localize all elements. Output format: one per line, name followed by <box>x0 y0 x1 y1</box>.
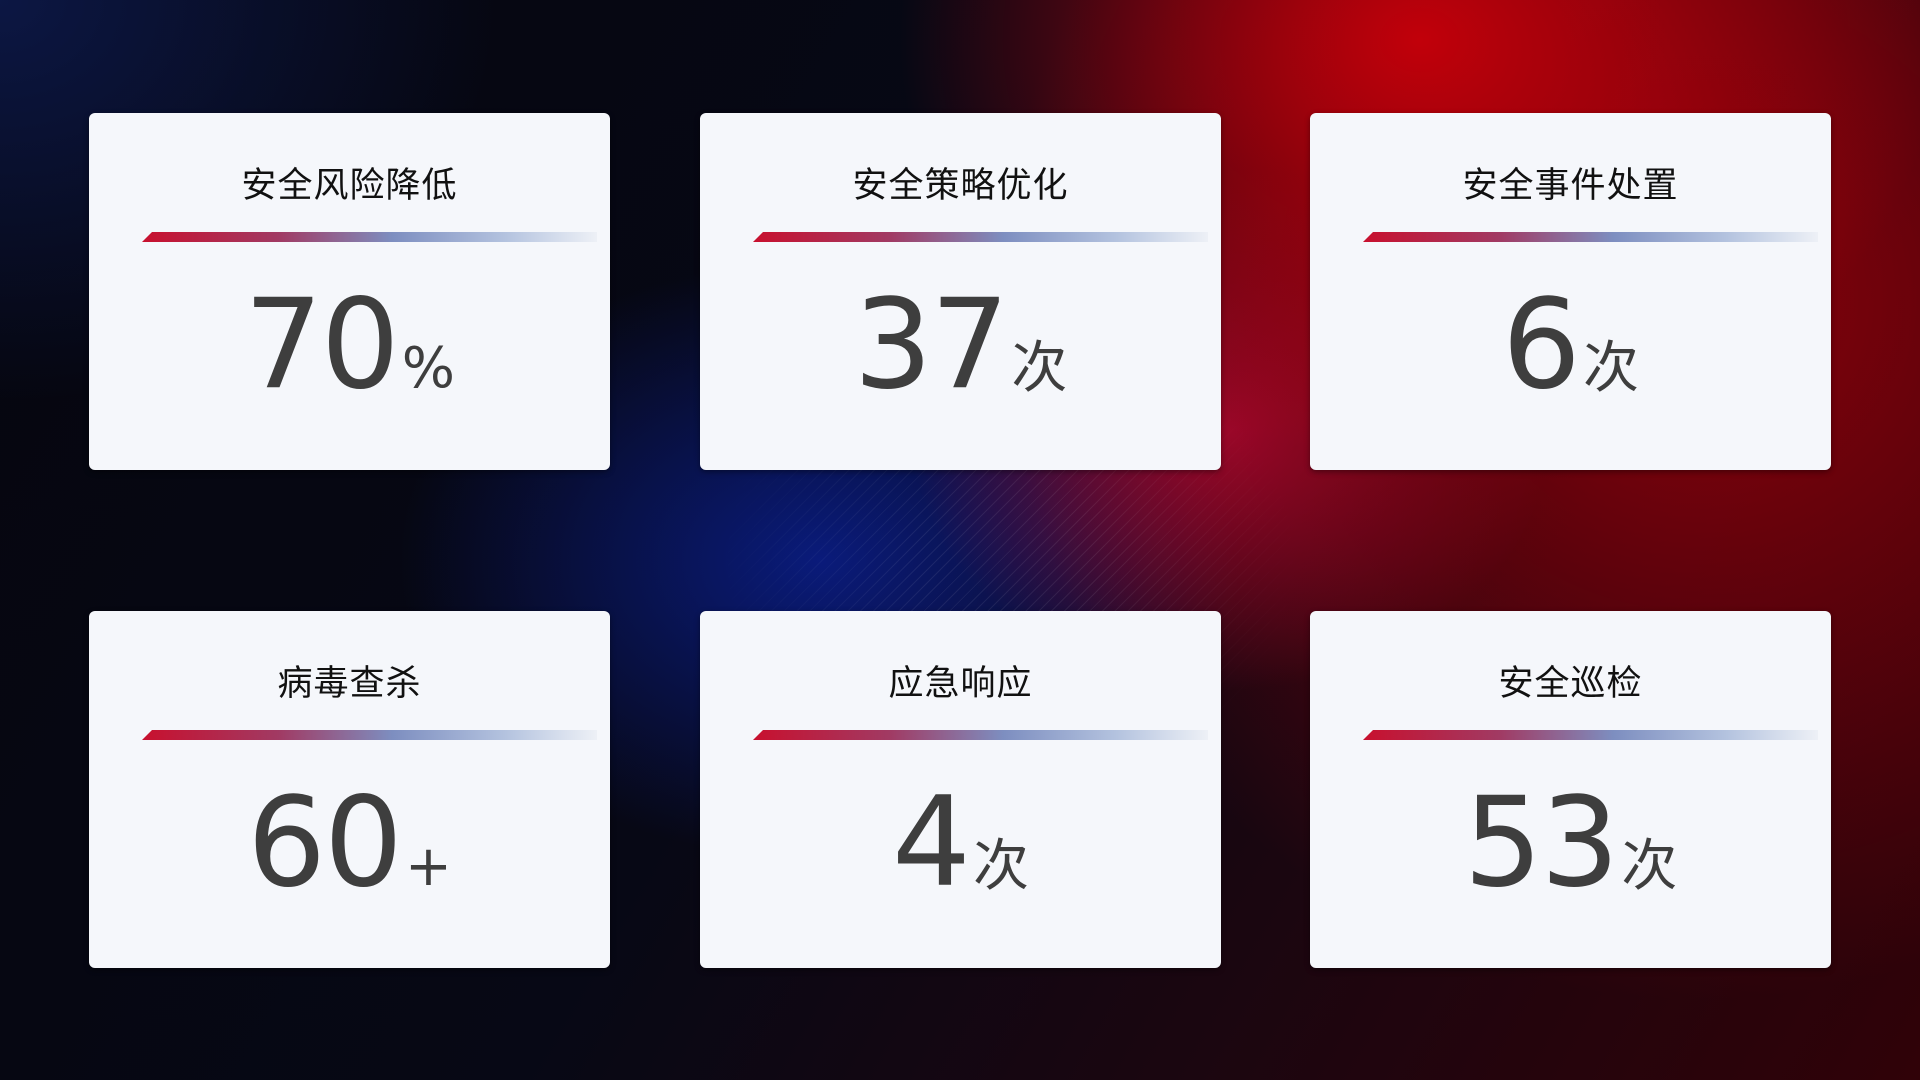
stat-card-virus-removal: 病毒查杀 60+ <box>89 611 610 968</box>
card-value: 53次 <box>1310 771 1831 915</box>
card-value: 60+ <box>89 771 610 915</box>
value-unit: + <box>404 834 452 899</box>
stat-card-security-inspection: 安全巡检 53次 <box>1310 611 1831 968</box>
card-divider-bar <box>753 232 1208 242</box>
card-title: 应急响应 <box>888 664 1033 704</box>
value-unit: 次 <box>972 834 1029 899</box>
stat-card-risk-reduction: 安全风险降低 70% <box>89 113 610 470</box>
card-title: 病毒查杀 <box>277 664 422 704</box>
stat-card-policy-optimization: 安全策略优化 37次 <box>700 113 1221 470</box>
value-number: 37 <box>853 273 1010 417</box>
value-unit: 次 <box>1582 336 1639 401</box>
card-value: 6次 <box>1310 273 1831 417</box>
value-number: 60 <box>247 771 403 915</box>
value-unit: 次 <box>1621 834 1678 899</box>
value-number: 53 <box>1463 771 1620 915</box>
card-value: 37次 <box>700 273 1221 417</box>
card-title: 安全风险降低 <box>241 166 458 206</box>
value-number: 4 <box>892 771 971 915</box>
card-divider-bar <box>142 730 597 740</box>
card-title: 安全事件处置 <box>1462 166 1679 206</box>
card-divider-bar <box>1363 730 1818 740</box>
value-number: 6 <box>1502 273 1581 417</box>
card-value: 70% <box>89 273 610 417</box>
value-unit: 次 <box>1011 336 1068 401</box>
card-divider-bar <box>1363 232 1818 242</box>
card-divider-bar <box>142 232 597 242</box>
stat-card-emergency-response: 应急响应 4次 <box>700 611 1221 968</box>
value-number: 70 <box>243 273 400 417</box>
card-title: 安全策略优化 <box>852 166 1069 206</box>
stat-card-incident-handling: 安全事件处置 6次 <box>1310 113 1831 470</box>
card-divider-bar <box>753 730 1208 740</box>
value-unit: % <box>401 336 455 401</box>
card-title: 安全巡检 <box>1498 664 1643 704</box>
card-value: 4次 <box>700 771 1221 915</box>
